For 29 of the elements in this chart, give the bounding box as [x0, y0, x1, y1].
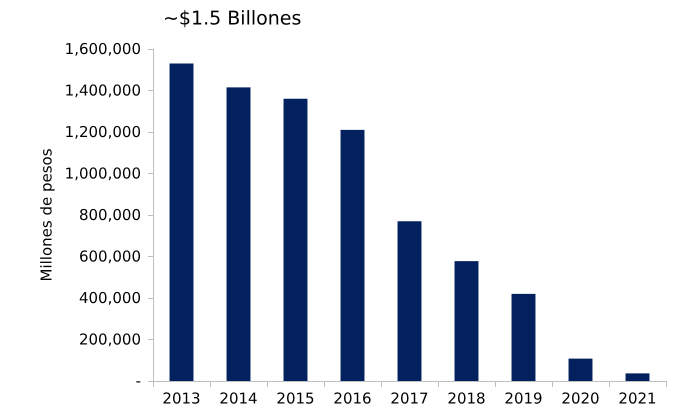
x-tick-label: 2019: [504, 390, 543, 408]
bar: [568, 358, 592, 381]
x-tick-label: 2020: [561, 390, 600, 408]
y-tick-label: 1,000,000: [64, 164, 141, 182]
y-tick-label: -: [136, 372, 141, 390]
y-tick-label: 1,600,000: [64, 40, 141, 58]
bar: [454, 261, 478, 381]
y-tick-label: 600,000: [78, 248, 141, 266]
x-tick-label: 2021: [618, 390, 657, 408]
bar: [512, 294, 536, 381]
bar: [226, 87, 250, 381]
bar: [170, 64, 194, 381]
y-tick-label: 1,400,000: [64, 82, 141, 100]
y-tick-label: 1,200,000: [64, 123, 141, 141]
bar: [398, 221, 422, 381]
x-tick-label: 2016: [333, 390, 372, 408]
bar: [340, 130, 364, 381]
y-tick-label: 400,000: [78, 289, 141, 307]
bar: [626, 373, 650, 381]
x-tick-label: 2017: [390, 390, 429, 408]
x-tick-label: 2018: [447, 390, 486, 408]
y-tick-label: 200,000: [78, 330, 141, 348]
chart-title: ~$1.5 Billones: [163, 8, 302, 30]
x-tick-label: 2014: [219, 390, 258, 408]
x-tick-label: 2015: [276, 390, 315, 408]
y-axis-title: Millones de pesos: [37, 148, 56, 282]
x-tick-label: 2013: [162, 390, 201, 408]
bar: [284, 98, 308, 381]
y-tick-label: 800,000: [78, 206, 141, 224]
